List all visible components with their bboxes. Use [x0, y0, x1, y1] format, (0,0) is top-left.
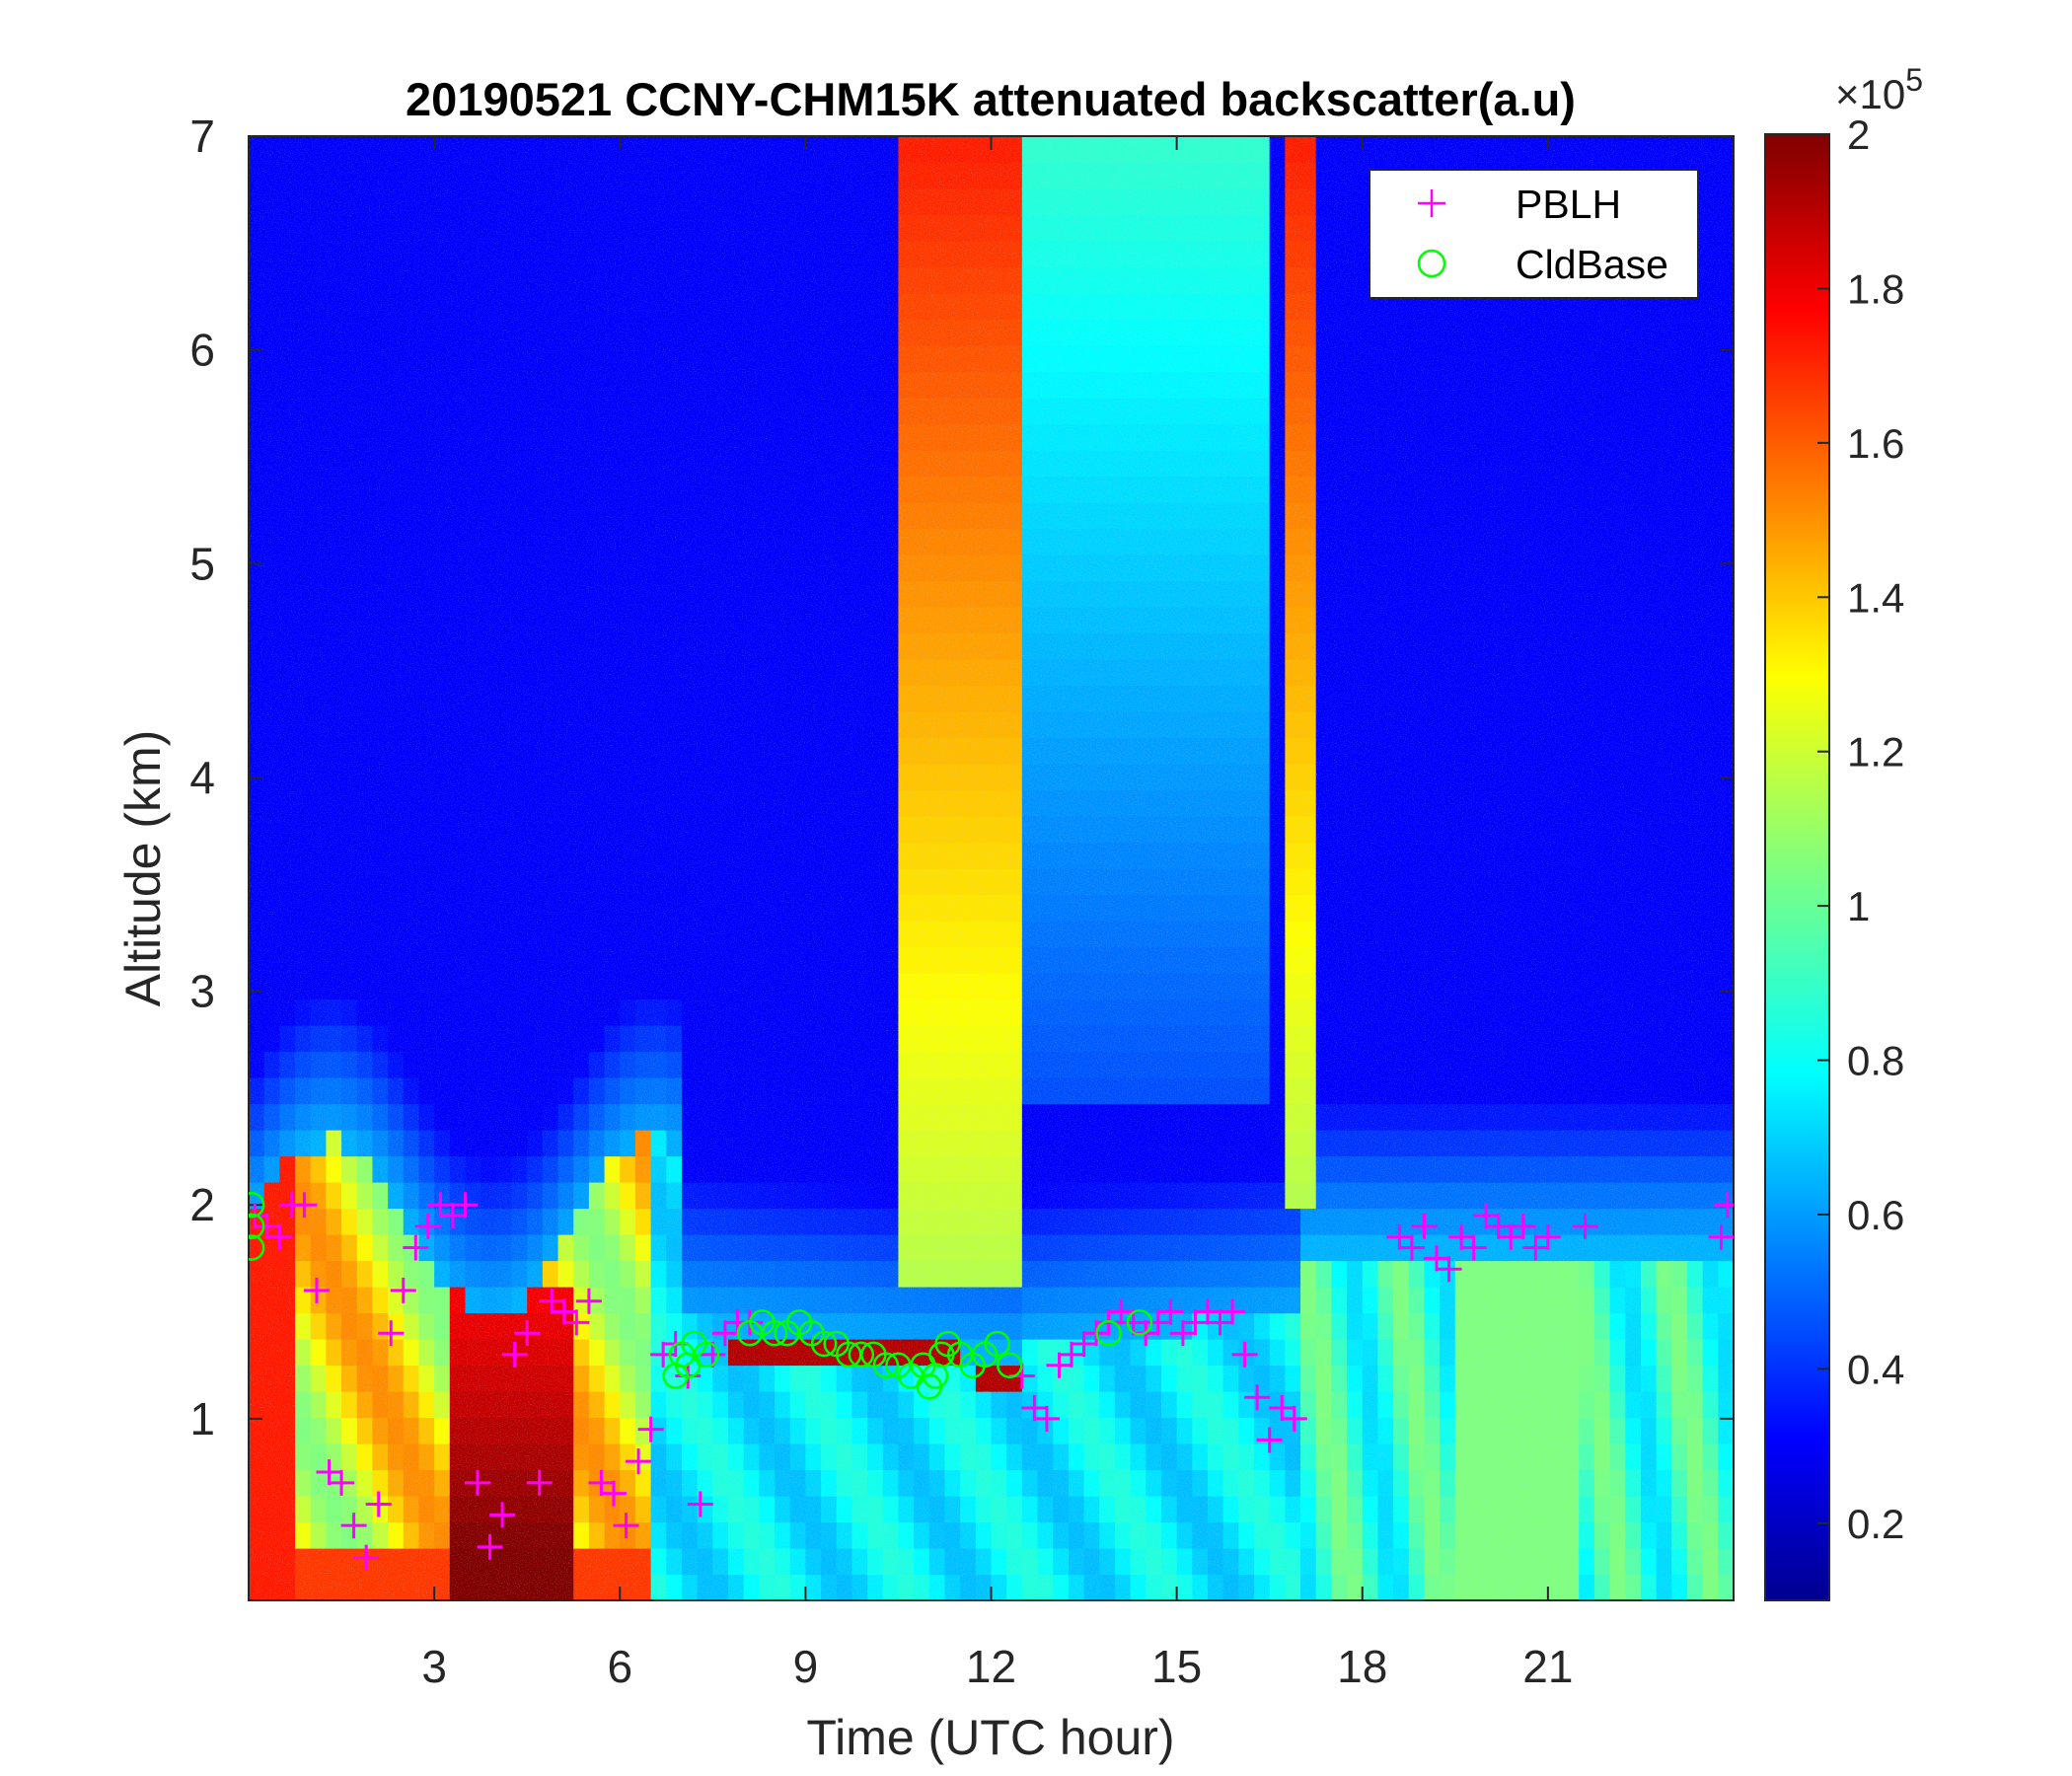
- plot-area: [249, 136, 1734, 1600]
- chart-title: 20190521 CCNY-CHM15K attenuated backscat…: [406, 73, 1576, 125]
